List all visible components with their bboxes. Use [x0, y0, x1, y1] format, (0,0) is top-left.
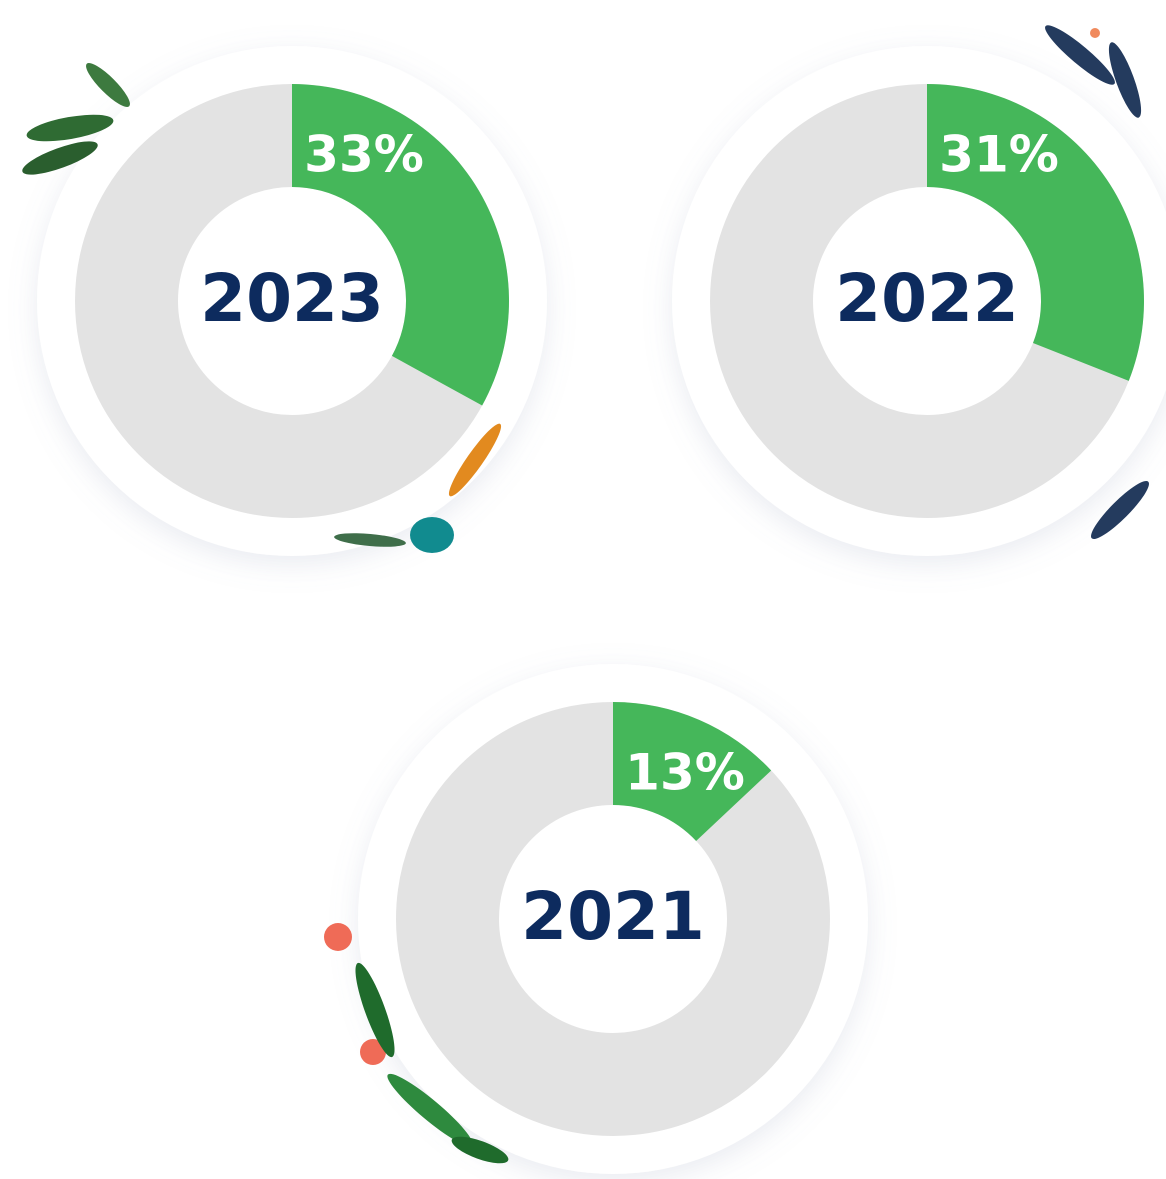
donut-segment [613, 702, 772, 841]
value-label: 33% [304, 126, 424, 184]
donut-title: 2023 [200, 260, 384, 337]
value-label: 31% [939, 126, 1059, 184]
donut-segment [927, 84, 1144, 381]
donut-title: 2021 [521, 878, 705, 955]
donut-chart: 33% 2023 [37, 46, 547, 556]
donut-chart: 31% 2022 [672, 46, 1166, 556]
donut-segment [292, 84, 509, 406]
donut-title: 2022 [835, 260, 1019, 337]
value-label: 13% [625, 744, 745, 802]
donut-chart: 13% 2021 [358, 664, 868, 1174]
decorations [22, 25, 1149, 1164]
